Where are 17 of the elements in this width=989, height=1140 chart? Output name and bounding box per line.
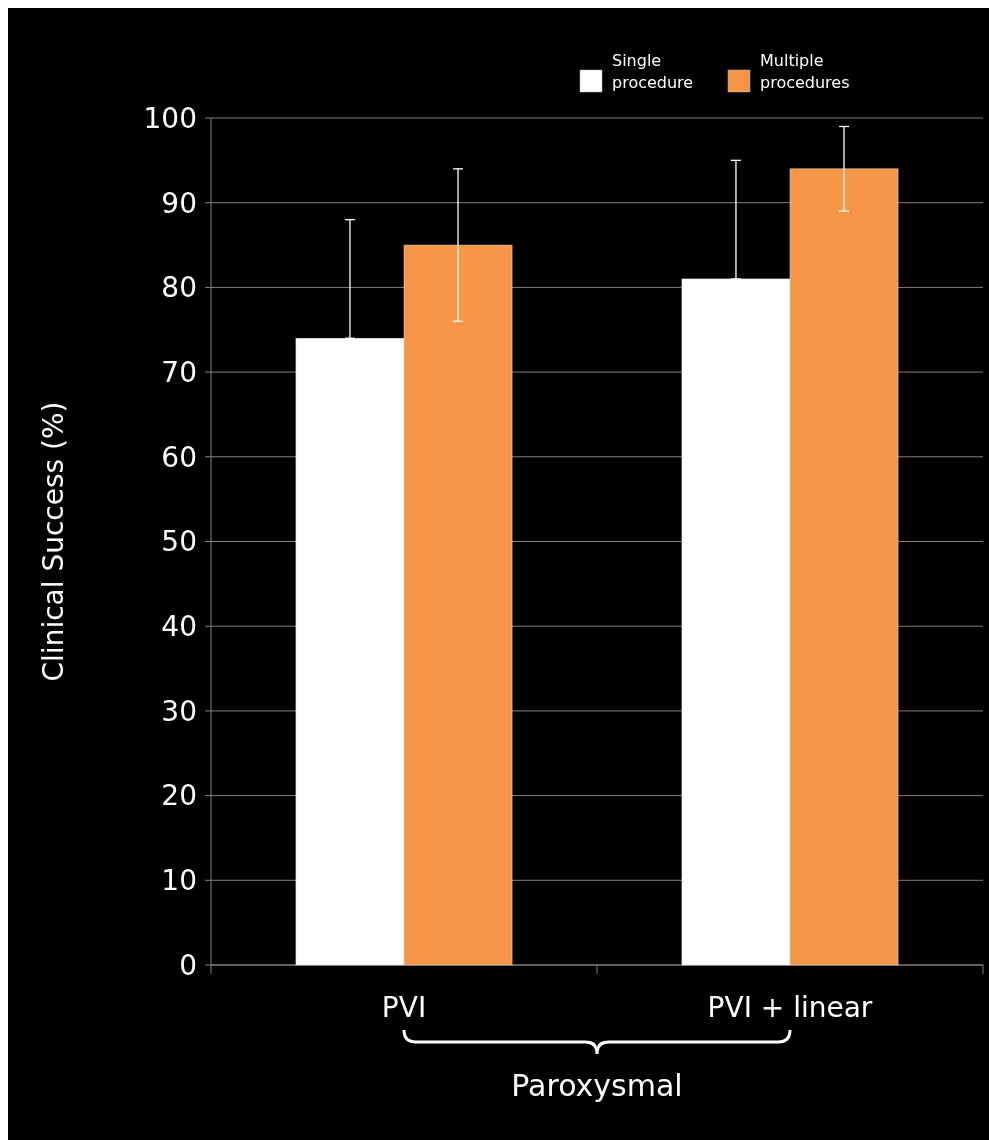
y-tick-label: 70 (161, 355, 197, 389)
y-tick-label: 90 (161, 186, 197, 220)
legend-label: Multiple procedures (760, 51, 850, 92)
y-tick-label: 80 (161, 271, 197, 305)
y-tick-label: 50 (161, 525, 197, 559)
legend-label: Single procedure (612, 51, 694, 92)
y-tick-label: 60 (161, 440, 197, 474)
y-axis-title: Clinical Success (%) (37, 401, 70, 682)
y-tick-label: 40 (161, 610, 197, 643)
x-tick-label: PVI (381, 991, 427, 1024)
y-tick-label: 0 (179, 948, 197, 982)
y-tick-label: 10 (161, 864, 197, 898)
y-tick-label: 20 (161, 779, 197, 813)
text: Paroxysmal (511, 1068, 683, 1103)
y-tick-label: 30 (161, 694, 197, 728)
y-tick-label: 100 (143, 101, 197, 135)
x-tick-label: PVI + linear (707, 991, 873, 1024)
